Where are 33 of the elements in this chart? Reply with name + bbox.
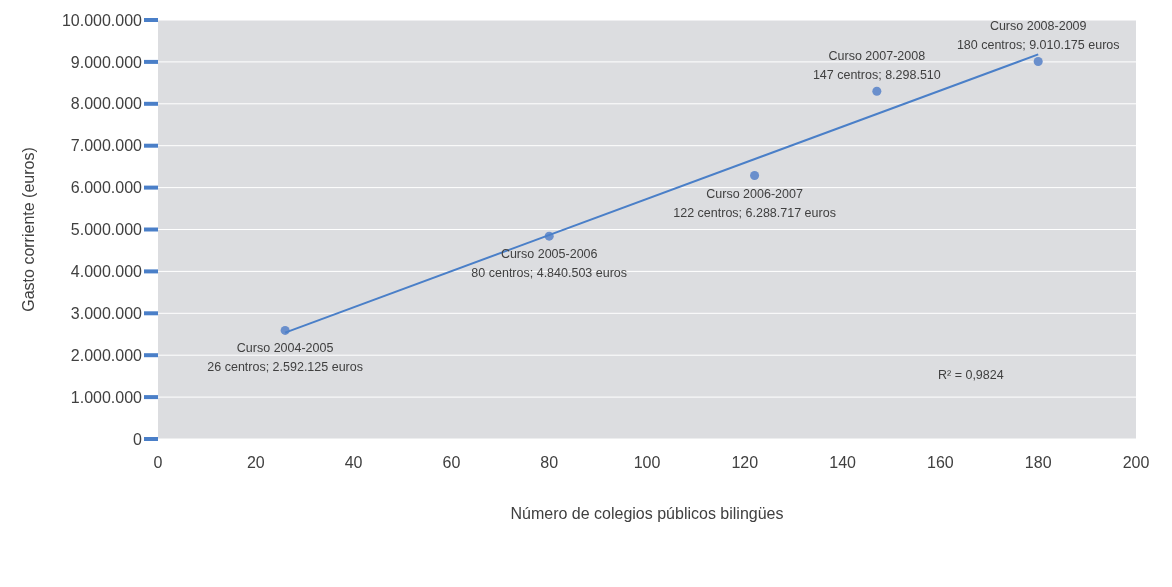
y-axis-title: Gasto corriente (euros) (19, 147, 37, 312)
annotation: Curso 2007-2008 147 centros; 8.298.510 (812, 49, 941, 83)
y-tick-label: 8.000.000 (70, 95, 143, 113)
y-tick-label: 2.000.000 (70, 346, 143, 364)
x-axis-title: Número de colegios públicos bilingües (510, 505, 784, 522)
y-tick-label: 9.000.000 (70, 53, 143, 71)
point (872, 86, 882, 96)
y-tick-label: 1.000.000 (70, 388, 143, 406)
x-tick-label: 200 (1122, 454, 1150, 472)
y-tick-label: 7.000.000 (70, 137, 143, 155)
x-tick-label: 100 (633, 454, 661, 472)
x-tick-label: 0 (153, 454, 163, 472)
x-tick-label: 160 (927, 454, 954, 472)
x-tick-label: 60 (442, 454, 461, 472)
y-tick-label: 6.000.000 (70, 179, 143, 197)
y-tick-label: 0 (133, 430, 143, 448)
point (750, 171, 760, 181)
y-tick-label: 5.000.000 (70, 221, 143, 239)
annotation: R² = 0,9824 (938, 368, 1004, 382)
x-tick-label: 120 (731, 454, 759, 472)
y-tick-label: 4.000.000 (70, 263, 143, 281)
x-tick-label: 140 (829, 454, 857, 472)
point (1033, 56, 1043, 66)
annotation: Curso 2005-2006 80 centros; 4.840.503 euros (471, 247, 628, 281)
x-tick-label: 20 (246, 454, 265, 472)
x-tick-label: 40 (344, 454, 363, 472)
annotation: Curso 2008-2009 180 centros; 9.010.175 euros (956, 19, 1120, 53)
x-tick-label: 80 (540, 454, 559, 472)
y-tick-label: 3.000.000 (70, 304, 143, 322)
y-tick-label: 10.000.000 (61, 11, 143, 29)
x-tick-label: 180 (1024, 454, 1052, 472)
annotation: Curso 2006-2007 122 centros; 6.288.717 euros (673, 186, 836, 220)
annotation: Curso 2004-2005 26 centros; 2.592.125 euros (207, 341, 363, 375)
